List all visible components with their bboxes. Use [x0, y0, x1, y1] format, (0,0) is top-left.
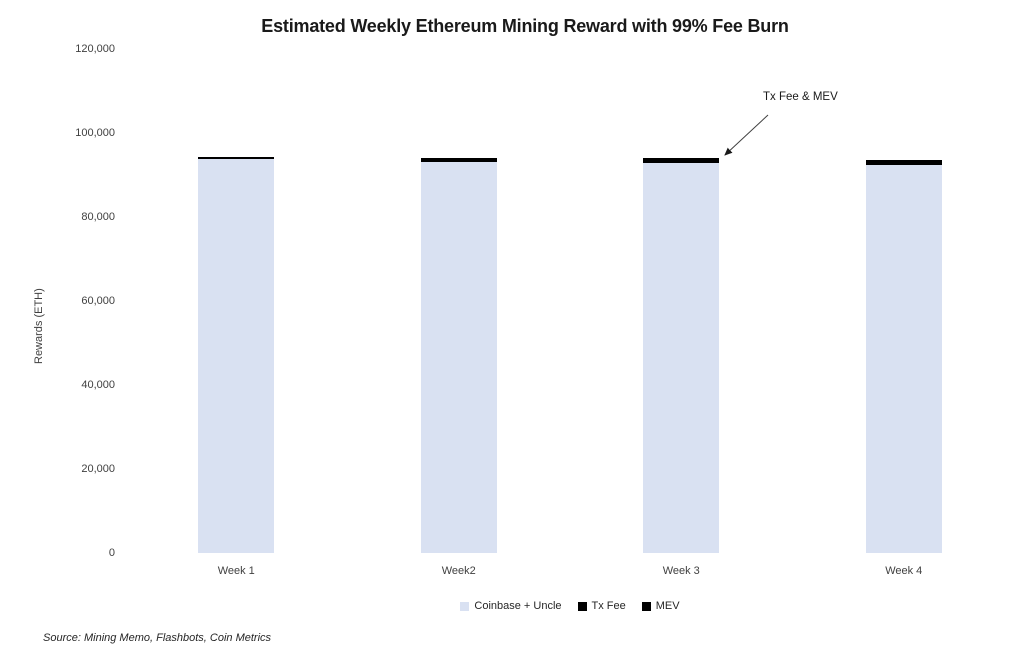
y-tick-label: 60,000 [81, 294, 115, 307]
source-note: Source: Mining Memo, Flashbots, Coin Met… [43, 632, 272, 644]
legend: Coinbase + Uncle Tx Fee MEV [125, 600, 1015, 612]
bar-segment-coinbase-uncle [865, 164, 942, 553]
legend-swatch-icon [641, 601, 651, 611]
bar-segment-mev [865, 159, 942, 164]
x-axis-label-week2: Week2 [441, 565, 476, 577]
bar-segment-tx-fee [420, 161, 497, 163]
legend-label: Tx Fee [591, 600, 626, 612]
bar-segment-mev [198, 156, 275, 158]
x-axis-label-week-4: Week 4 [885, 565, 923, 577]
bar-segment-coinbase-uncle [643, 162, 720, 553]
legend-item-tx-fee: Tx Fee [577, 600, 626, 612]
plot-area [125, 49, 1015, 553]
y-tick-label: 40,000 [81, 378, 115, 391]
legend-label: Coinbase + Uncle [474, 600, 562, 612]
annotation-tx-fee-mev-label: Tx Fee & MEV [763, 91, 838, 103]
bar-week-4 [865, 159, 942, 553]
x-axis-label-week-3: Week 3 [662, 565, 700, 577]
bar-segment-mev [420, 158, 497, 162]
y-tick-label: 120,000 [75, 42, 115, 55]
bar-week-1 [198, 156, 275, 553]
y-tick-label: 0 [108, 546, 115, 559]
legend-swatch-icon [577, 601, 587, 611]
y-tick-label: 20,000 [81, 462, 115, 475]
bar-segment-tx-fee [198, 158, 275, 159]
bar-segment-coinbase-uncle [198, 158, 275, 553]
x-axis-label-week-1: Week 1 [217, 565, 255, 577]
bar-week2 [420, 158, 497, 553]
bar-week-3 [643, 158, 720, 553]
bar-segment-tx-fee [643, 161, 720, 163]
annotation-arrow-icon [724, 114, 769, 156]
y-tick-label: 80,000 [81, 210, 115, 223]
chart-title: Estimated Weekly Ethereum Mining Reward … [261, 16, 789, 36]
y-tick-label: 100,000 [75, 126, 115, 139]
legend-item-mev: MEV [641, 600, 680, 612]
legend-item-coinbase-uncle: Coinbase + Uncle [460, 600, 562, 612]
legend-swatch-icon [460, 601, 470, 611]
bar-segment-tx-fee [865, 163, 942, 165]
bar-segment-coinbase-uncle [420, 162, 497, 553]
legend-label: MEV [655, 600, 680, 612]
bar-segment-mev [643, 158, 720, 162]
